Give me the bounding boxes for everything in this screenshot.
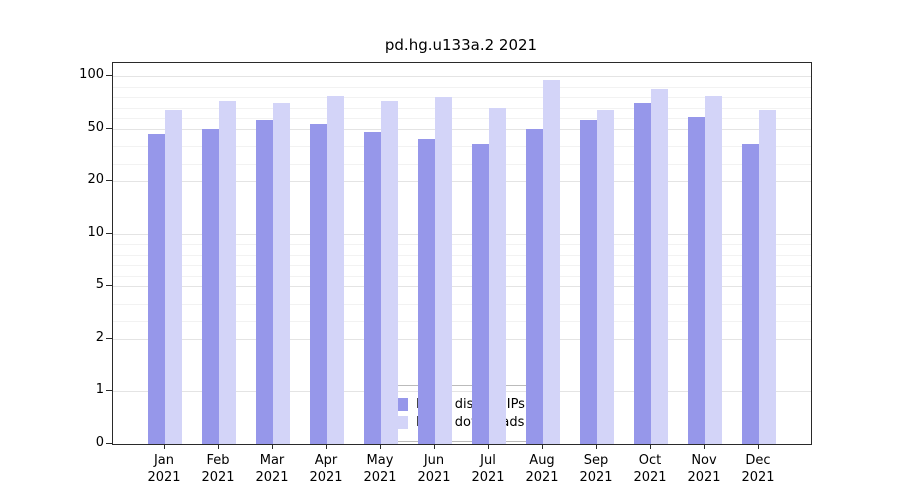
major-gridline <box>113 76 811 77</box>
x-tick-mark <box>380 444 381 449</box>
bar-downloads <box>273 103 290 444</box>
x-tick-mark <box>704 444 705 449</box>
y-tick-mark <box>106 443 112 444</box>
y-tick-mark <box>106 390 112 392</box>
bar-downloads <box>435 97 452 444</box>
x-tick-label: May 2021 <box>363 453 397 485</box>
x-tick-mark <box>434 444 435 449</box>
bar-distinct-ips <box>688 117 705 444</box>
bar-distinct-ips <box>526 128 543 444</box>
y-tick-label: 20 <box>87 172 104 188</box>
bar-downloads <box>651 88 668 444</box>
y-tick-mark <box>106 127 112 129</box>
x-tick-mark <box>542 444 543 449</box>
bar-downloads <box>759 109 776 444</box>
x-tick-mark <box>164 444 165 449</box>
y-tick-label: 50 <box>87 119 104 135</box>
bar-downloads <box>489 107 506 444</box>
plot-area: Nb of distinct IPs Nb of downloads <box>112 62 812 445</box>
x-tick-label: Sep 2021 <box>579 453 613 485</box>
bar-downloads <box>705 96 722 444</box>
y-tick-mark <box>106 180 112 182</box>
bar-downloads <box>327 96 344 444</box>
bar-downloads <box>381 101 398 444</box>
x-tick-label: Aug 2021 <box>525 453 559 485</box>
x-tick-mark <box>218 444 219 449</box>
bar-distinct-ips <box>256 120 273 444</box>
chart-title: pd.hg.u133a.2 2021 <box>384 36 538 54</box>
bar-distinct-ips <box>310 124 327 444</box>
x-tick-mark <box>272 444 273 449</box>
bar-distinct-ips <box>148 133 165 444</box>
x-tick-label: Jan 2021 <box>147 453 181 485</box>
y-tick-label: 10 <box>87 224 104 240</box>
bar-downloads <box>219 101 236 444</box>
bar-distinct-ips <box>364 132 381 444</box>
x-tick-label: Apr 2021 <box>309 453 343 485</box>
x-tick-label: Feb 2021 <box>201 453 235 485</box>
bar-downloads <box>165 109 182 444</box>
x-tick-label: Nov 2021 <box>687 453 721 485</box>
x-tick-label: Dec 2021 <box>741 453 775 485</box>
x-tick-mark <box>488 444 489 449</box>
x-tick-mark <box>650 444 651 449</box>
x-tick-mark <box>326 444 327 449</box>
y-tick-label: 1 <box>95 382 104 398</box>
bar-downloads <box>543 80 560 444</box>
bar-distinct-ips <box>202 128 219 444</box>
x-tick-label: Jul 2021 <box>471 453 505 485</box>
y-tick-label: 100 <box>79 67 104 82</box>
bar-distinct-ips <box>472 144 489 444</box>
bar-distinct-ips <box>580 120 597 444</box>
y-tick-mark <box>106 337 112 339</box>
bar-distinct-ips <box>418 139 435 444</box>
y-tick-label: 0 <box>95 435 104 450</box>
y-tick-mark <box>106 232 112 234</box>
x-tick-label: Oct 2021 <box>633 453 667 485</box>
x-tick-label: Jun 2021 <box>417 453 451 485</box>
x-tick-mark <box>596 444 597 449</box>
y-tick-label: 5 <box>95 277 104 293</box>
bar-distinct-ips <box>634 103 651 444</box>
x-tick-mark <box>758 444 759 449</box>
y-tick-mark <box>106 75 112 76</box>
bar-downloads <box>597 109 614 444</box>
y-tick-label: 2 <box>95 329 104 345</box>
bar-distinct-ips <box>742 144 759 444</box>
y-tick-mark <box>106 285 112 287</box>
minor-gridline <box>113 86 811 88</box>
x-tick-label: Mar 2021 <box>255 453 289 485</box>
